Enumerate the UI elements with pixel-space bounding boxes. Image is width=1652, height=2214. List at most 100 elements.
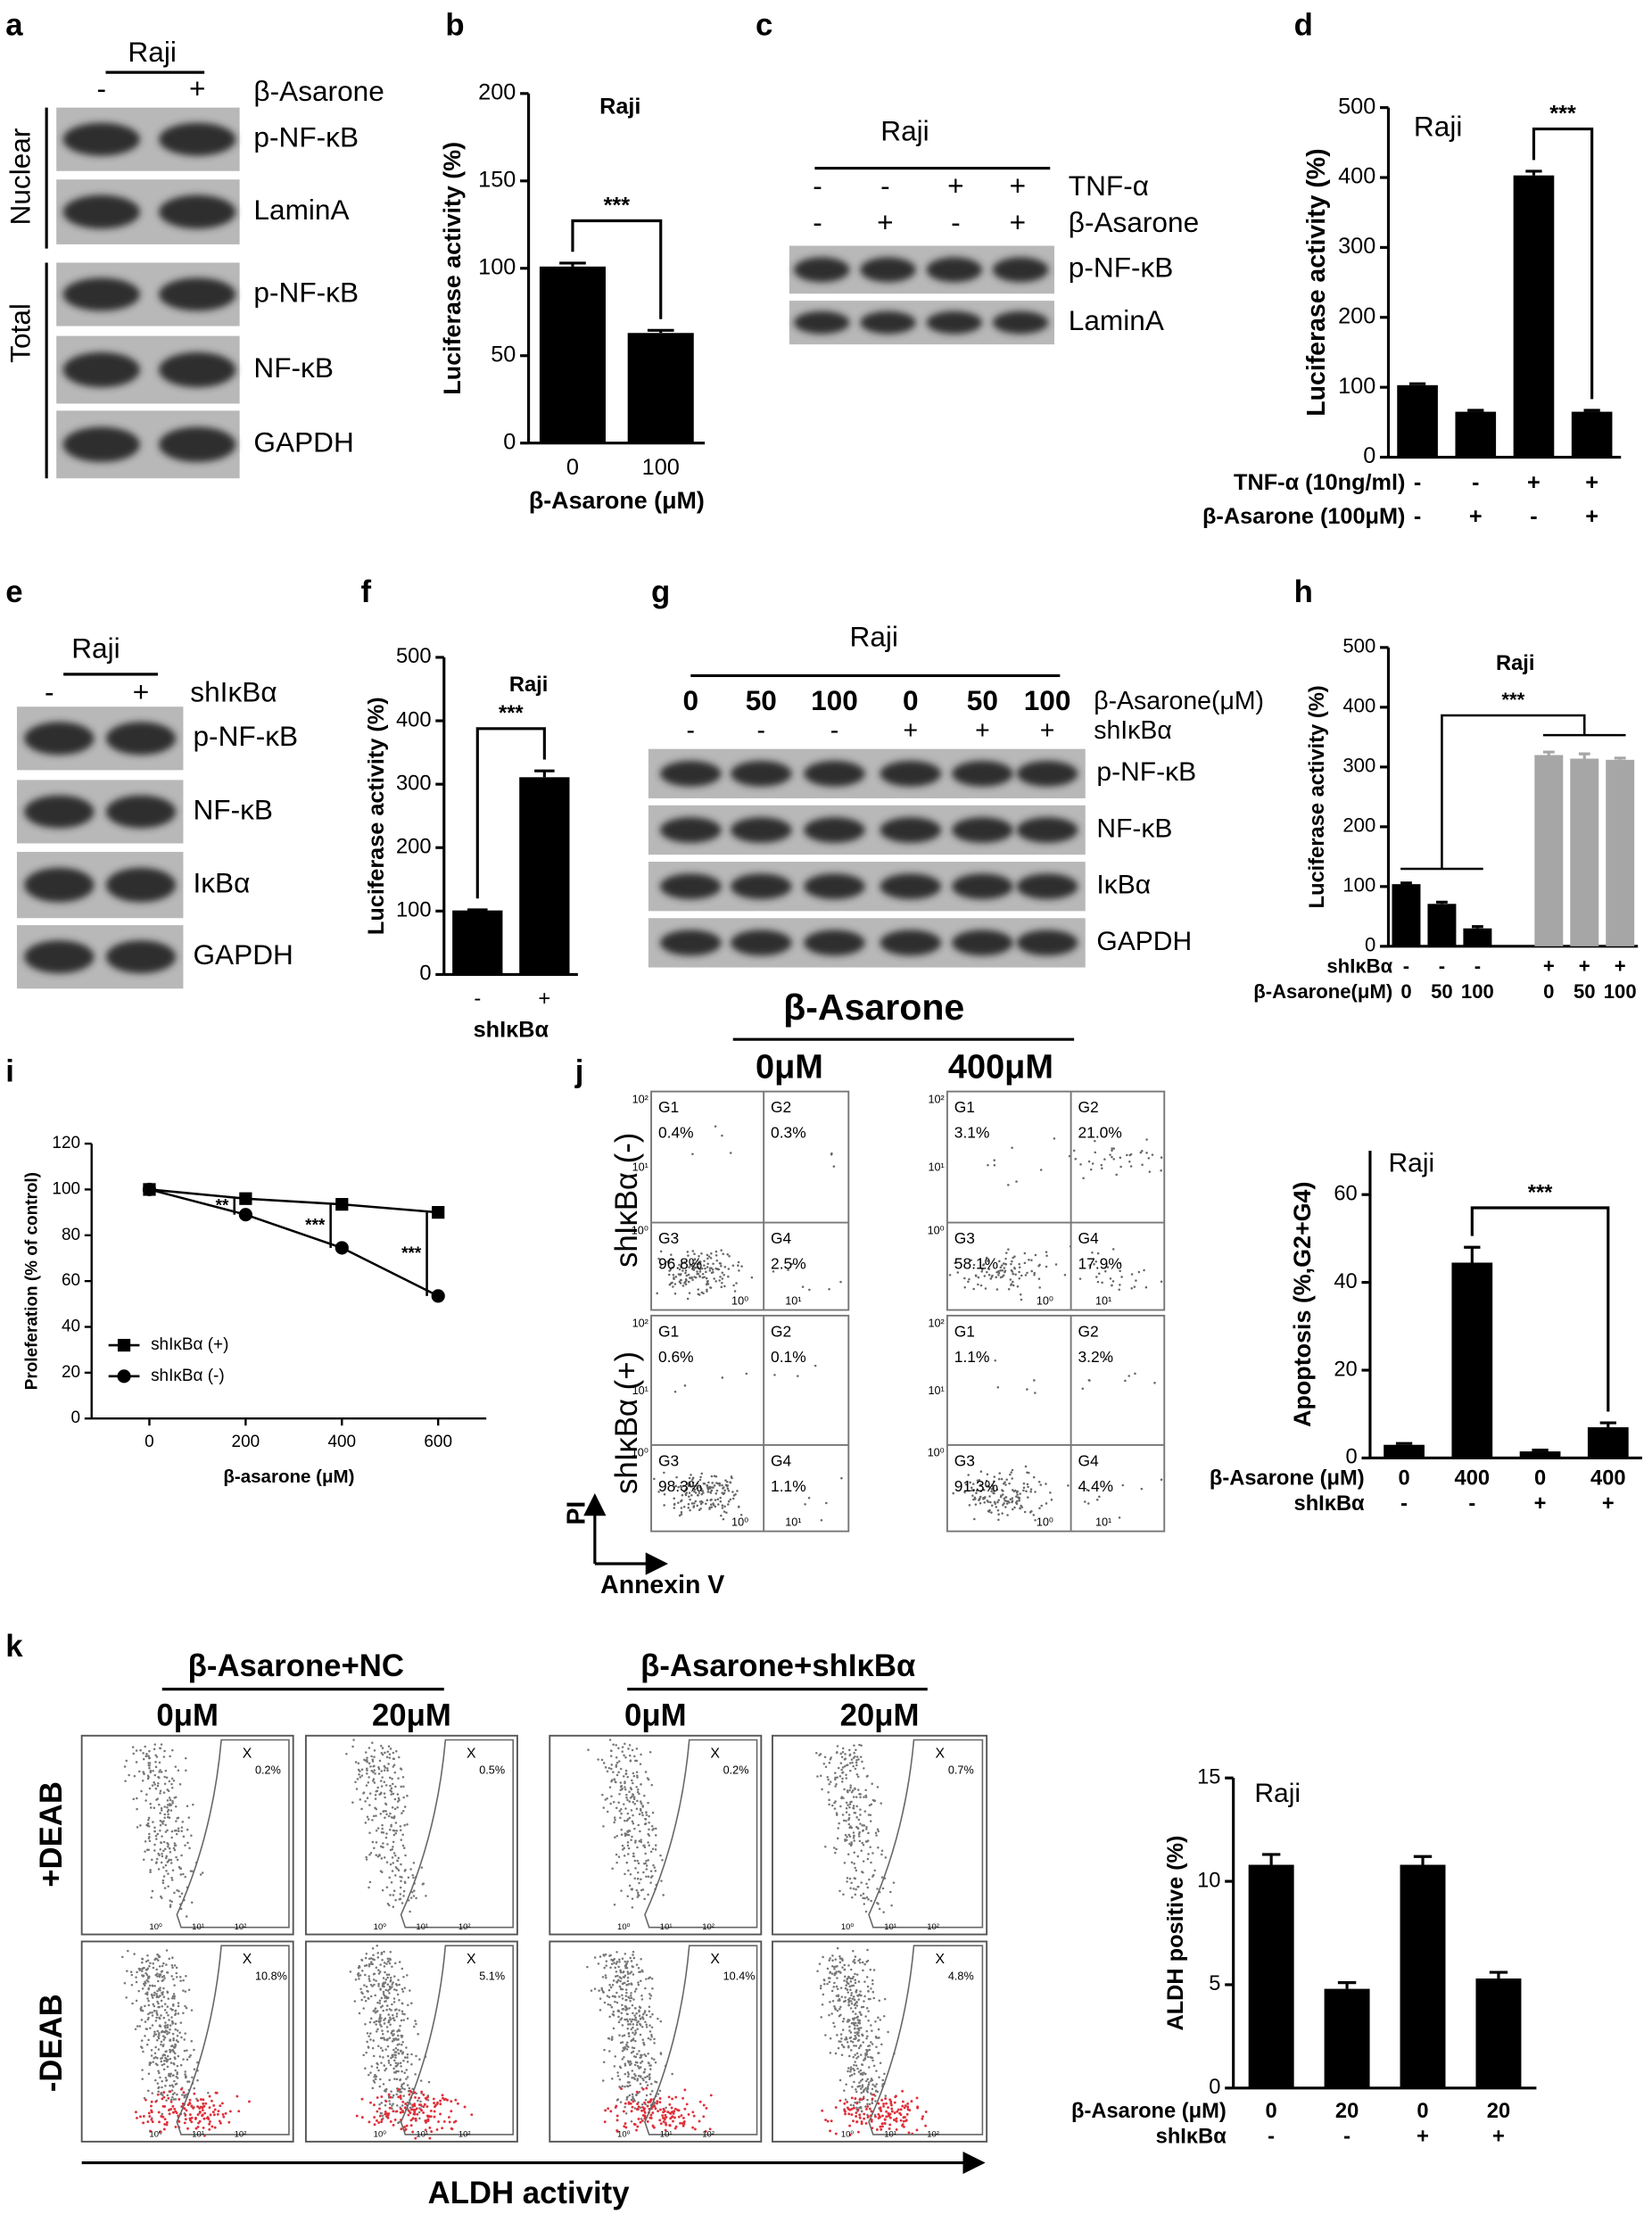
flow-dot <box>867 2045 870 2047</box>
flow-dot <box>978 1499 980 1502</box>
lane-sign: 0 <box>903 684 919 716</box>
flow-dot <box>357 1762 360 1765</box>
flow-dot-red <box>691 2111 695 2114</box>
flow-tick: 10¹ <box>632 1384 648 1397</box>
flow-dot <box>157 2086 160 2090</box>
flow-dot-red <box>235 2094 239 2098</box>
row-value: + <box>1585 470 1598 495</box>
flow-dot <box>392 1997 396 2000</box>
flow-dot <box>164 2021 167 2024</box>
flow-dot <box>635 2093 638 2096</box>
flow-dot <box>1106 1266 1110 1268</box>
flow-dot <box>191 2076 194 2079</box>
flow-dot <box>706 1257 709 1260</box>
flow-dot <box>697 1293 700 1295</box>
flow-dot <box>392 2013 394 2017</box>
flow-dot <box>843 1968 847 1971</box>
flow-dot-red <box>898 2111 902 2115</box>
flow-dot <box>173 1842 177 1845</box>
flow-tick: 10⁰ <box>1037 1294 1053 1307</box>
flow-dot <box>841 2028 845 2031</box>
flow-dot <box>849 2070 852 2073</box>
blot-band <box>159 426 236 463</box>
flow-dot <box>868 2102 871 2106</box>
gate-percent: 0.4% <box>658 1124 694 1142</box>
flow-dot <box>414 2020 417 2022</box>
flow-dot <box>396 1859 399 1863</box>
flow-dot <box>1137 1270 1141 1274</box>
flow-dot <box>177 2002 180 2004</box>
flow-dot <box>358 2012 361 2015</box>
flow-dot <box>392 1852 396 1855</box>
flow-dot <box>641 2038 645 2041</box>
flow-dot <box>989 1277 993 1280</box>
flow-dot <box>871 1990 875 1994</box>
flow-dot-red <box>409 2111 412 2114</box>
flow-dot <box>645 1978 648 1980</box>
flow-dot <box>1015 1180 1018 1183</box>
flow-dot-red <box>858 2116 862 2119</box>
panel-label: d <box>1294 9 1313 43</box>
flow-dot-red <box>442 2119 446 2123</box>
row-value: + <box>1534 1492 1547 1516</box>
flow-dot <box>639 1763 642 1765</box>
flow-dot <box>378 1854 381 1857</box>
flow-dot <box>1023 1261 1027 1265</box>
flow-dot <box>865 2007 869 2010</box>
flow-dot <box>698 1275 701 1278</box>
flow-dot <box>979 1502 982 1505</box>
flow-dot-red <box>404 2102 408 2105</box>
row-label: shIκBα <box>1156 2125 1227 2148</box>
flow-dot <box>386 1976 389 1979</box>
flow-dot-red <box>463 2105 467 2109</box>
flow-dot-red <box>197 2121 200 2125</box>
flow-dot <box>186 2058 189 2061</box>
flow-dot <box>705 1276 708 1280</box>
flow-dot <box>855 1772 859 1776</box>
flow-dot-red <box>844 2112 847 2116</box>
gate-outline <box>176 1739 290 1929</box>
flow-dot <box>631 2003 634 2007</box>
flow-dot <box>848 1803 852 1805</box>
row-value: 0 <box>1417 2100 1428 2123</box>
flow-dot <box>864 2072 867 2076</box>
flow-dot <box>700 1492 704 1496</box>
flow-dot <box>628 2094 632 2097</box>
flow-dot <box>1119 1156 1122 1160</box>
gate-label: G1 <box>658 1322 679 1340</box>
flow-dot-red <box>664 2113 667 2117</box>
flow-dot <box>639 1800 642 1803</box>
flow-dot <box>615 1861 618 1864</box>
flow-dot <box>152 1962 154 1965</box>
flow-dot <box>354 1979 358 1981</box>
flow-dot <box>406 2053 409 2056</box>
flow-dot <box>625 1966 629 1970</box>
flow-dot <box>861 2086 864 2088</box>
flow-dot-red <box>902 2119 905 2123</box>
flow-dot-red <box>208 2106 211 2110</box>
flow-dot <box>162 1995 166 1999</box>
flow-dot <box>1006 1514 1009 1516</box>
flow-dot <box>399 2024 401 2028</box>
flow-dot <box>184 1875 186 1879</box>
flow-dot <box>863 1980 866 1983</box>
blot-band <box>952 873 1013 900</box>
flow-dot-red <box>162 2127 166 2131</box>
row-label: β-Asarone(μM) <box>1253 980 1392 1003</box>
flow-dot <box>643 1822 647 1826</box>
flow-dot <box>829 2001 831 2003</box>
flow-dot <box>163 2053 167 2057</box>
flow-dot <box>153 2057 155 2060</box>
flow-dot <box>707 1255 711 1258</box>
flow-dot <box>619 1969 622 1972</box>
flow-dot <box>884 2094 888 2097</box>
flow-dot <box>725 1511 728 1514</box>
flow-dot <box>392 2029 395 2032</box>
flow-dot-red <box>409 2108 413 2111</box>
flow-dot <box>387 1763 390 1765</box>
flow-dot-red <box>377 2121 381 2124</box>
flow-dot <box>634 1759 637 1763</box>
flow-dot <box>828 1980 831 1984</box>
flow-dot <box>172 1846 176 1850</box>
flow-dot <box>159 1848 162 1851</box>
